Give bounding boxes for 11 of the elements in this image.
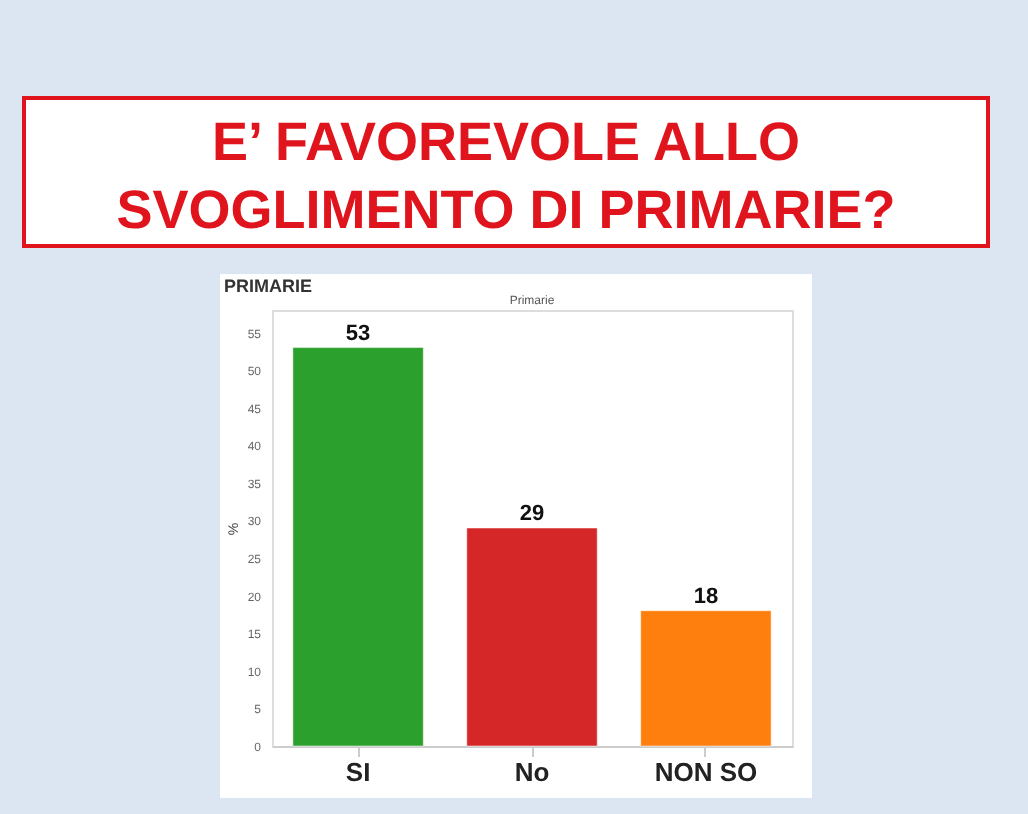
bar [466, 527, 598, 747]
chart-title: E’ FAVOREVOLE ALLO SVOGLIMENTO DI PRIMARIE? [22, 96, 990, 248]
bar [640, 610, 772, 747]
data-label: 18 [693, 584, 719, 609]
bar [292, 347, 424, 747]
x-tick-label: No [514, 757, 550, 787]
x-tick-label: NON SO [654, 757, 758, 787]
data-label: 53 [345, 321, 371, 346]
chart-subtitle: PRIMARIE [224, 276, 313, 296]
data-label: 29 [519, 502, 545, 526]
x-tick-label: SI [345, 757, 371, 787]
